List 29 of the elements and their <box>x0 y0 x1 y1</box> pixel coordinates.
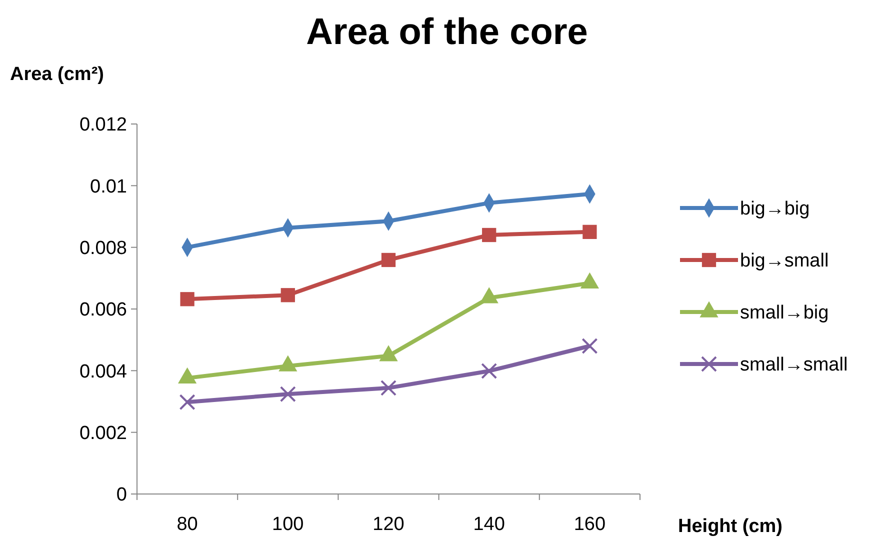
x-tick-label: 160 <box>574 514 606 535</box>
legend-label: big→big <box>740 198 810 220</box>
point <box>280 288 295 302</box>
point <box>380 380 397 396</box>
point <box>381 252 396 268</box>
y-axis-title: Area (cm²) <box>10 64 104 85</box>
x-tick-label: 140 <box>473 514 505 535</box>
point <box>179 394 196 410</box>
y-tick-label: 0 <box>116 484 127 506</box>
legend-label: small→small <box>740 354 848 376</box>
legend-label: big→small <box>740 250 829 272</box>
point <box>582 338 598 354</box>
point <box>482 228 496 242</box>
x-tick-label: 80 <box>176 514 198 535</box>
y-tick-label: 0.01 <box>90 176 127 198</box>
legend-label: small→big <box>740 302 829 324</box>
point <box>180 292 194 306</box>
y-tick-label: 0.002 <box>79 422 127 444</box>
x-tick-label: 120 <box>372 514 404 535</box>
point <box>280 386 296 402</box>
x-tick-label: 100 <box>272 514 304 535</box>
y-tick-label: 0.008 <box>79 238 127 259</box>
point <box>582 224 597 239</box>
point <box>481 362 498 379</box>
x-axis-title: Height (cm) <box>678 516 782 537</box>
y-tick-label: 0.012 <box>79 114 127 136</box>
chart-title: Area of the core <box>306 11 588 52</box>
y-tick-label: 0.006 <box>79 300 127 321</box>
y-tick-label: 0.004 <box>79 361 128 382</box>
